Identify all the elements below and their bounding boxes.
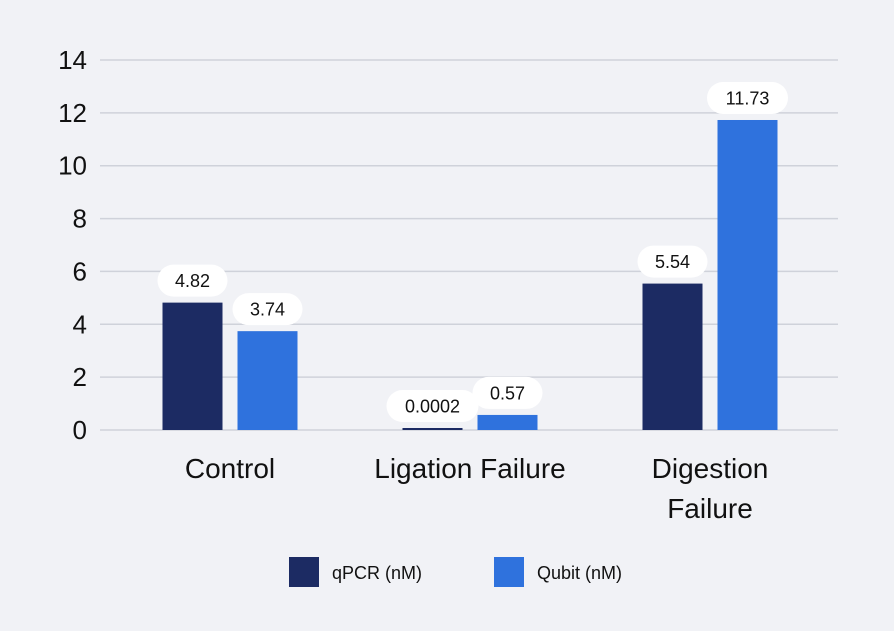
y-axis: 0 2 4 6 8 10 12 14 xyxy=(58,45,87,445)
y-tick-label: 14 xyxy=(58,45,87,75)
x-category-label: Failure xyxy=(667,493,753,524)
y-tick-label: 6 xyxy=(73,256,87,286)
data-label-pill xyxy=(386,390,479,422)
legend-swatch xyxy=(289,557,319,587)
data-label-text: 4.82 xyxy=(175,271,210,291)
data-label-pill xyxy=(707,81,788,114)
y-tick-label: 0 xyxy=(73,415,87,445)
legend-label: Qubit (nM) xyxy=(537,563,622,583)
bar-qubit xyxy=(477,414,538,430)
bars xyxy=(162,119,778,430)
data-label: 5.54 xyxy=(637,245,708,278)
bar-qubit xyxy=(717,119,778,430)
y-tick-label: 8 xyxy=(73,204,87,234)
x-axis: Control Ligation Failure Digestion Failure xyxy=(185,453,769,524)
y-tick-label: 4 xyxy=(73,309,87,339)
data-label-text: 5.54 xyxy=(655,252,690,272)
y-tick-label: 12 xyxy=(58,98,87,128)
bar-qpcr xyxy=(162,302,223,430)
data-label-text: 0.57 xyxy=(490,383,525,403)
legend-item: qPCR (nM) xyxy=(289,557,422,587)
data-label-pill xyxy=(232,293,303,326)
data-label: 0.0002 xyxy=(386,390,479,422)
data-label-pill xyxy=(157,264,228,297)
x-category-label: Digestion xyxy=(652,453,769,484)
y-tick-label: 10 xyxy=(58,151,87,181)
bar-qpcr xyxy=(402,428,463,430)
data-label-pill xyxy=(472,376,543,409)
legend-label: qPCR (nM) xyxy=(332,563,422,583)
data-labels: 4.82 0.0002 5.54 3.74 0.57 11.73 xyxy=(157,81,788,422)
data-label-text: 11.73 xyxy=(726,88,770,108)
data-label: 0.57 xyxy=(472,376,543,409)
x-category-label: Ligation Failure xyxy=(374,453,565,484)
x-category-label: Control xyxy=(185,453,275,484)
legend-swatch xyxy=(494,557,524,587)
bar-qpcr xyxy=(642,283,703,430)
legend-item: Qubit (nM) xyxy=(494,557,622,587)
bar-qubit xyxy=(237,331,298,430)
y-tick-label: 2 xyxy=(73,362,87,392)
legend: qPCR (nM) Qubit (nM) xyxy=(289,557,622,587)
data-label: 11.73 xyxy=(707,81,788,114)
data-label: 4.82 xyxy=(157,264,228,297)
data-label-pill xyxy=(637,245,708,278)
data-label: 3.74 xyxy=(232,293,303,326)
data-label-text: 0.0002 xyxy=(405,397,460,417)
data-label-text: 3.74 xyxy=(250,300,285,320)
